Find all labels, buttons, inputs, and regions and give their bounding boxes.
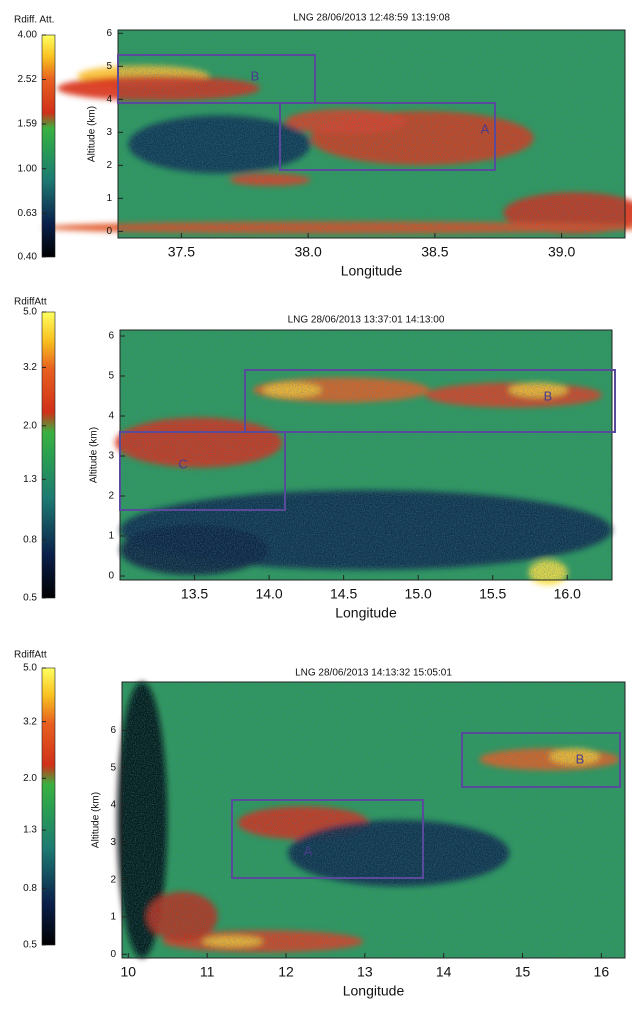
panel: B A LNG 28/06/2013 12:48:59 13:19:08 Longit… — [14, 13, 632, 279]
y-tick-label: 4 — [106, 94, 112, 105]
x-tick-label: 16 — [594, 964, 610, 980]
x-tick-label: 14 — [436, 964, 452, 980]
y-tick-label: 1 — [106, 193, 112, 204]
x-tick-label: 38.5 — [421, 244, 448, 260]
x-tick-label: 39.0 — [548, 244, 575, 260]
colorbar — [41, 667, 56, 946]
x-tick-label: 10 — [121, 964, 137, 980]
y-tick-label: 5 — [106, 61, 112, 72]
panel-title: LNG 28/06/2013 14:13:32 15:05:01 — [295, 668, 452, 679]
colorbar-label: RdiffAtt — [14, 650, 47, 661]
region-label: A — [304, 843, 313, 858]
region-label: B — [544, 388, 553, 403]
y-tick-label: 4 — [110, 800, 116, 811]
y-axis-label: Altitude (km) — [87, 106, 98, 162]
region-box — [279, 102, 496, 171]
y-tick-label: 1 — [110, 912, 116, 923]
y-tick-label: 5 — [108, 371, 114, 382]
x-axis-label: Longitude — [341, 263, 403, 279]
y-tick-label: 2 — [108, 491, 114, 502]
colorbar-tick-label: 0.5 — [23, 940, 37, 951]
heatmap-noise — [120, 330, 612, 580]
x-tick-label: 13 — [357, 964, 373, 980]
colorbar-tick-label: 0.63 — [18, 208, 38, 219]
x-axis-label: Longitude — [335, 605, 397, 621]
x-tick-label: 37.5 — [168, 244, 195, 260]
x-tick-label: 15.0 — [405, 586, 432, 602]
panel: A B LNG 28/06/2013 14:13:32 15:05:01 Longit… — [14, 650, 626, 999]
colorbar-tick-label: 3.2 — [23, 716, 37, 727]
colorbar-tick-label: 1.59 — [18, 119, 38, 130]
colorbar — [41, 311, 56, 599]
colorbar-tick-label: 5.0 — [23, 307, 37, 318]
y-tick-label: 6 — [106, 28, 112, 39]
plot-frame — [117, 29, 626, 239]
colorbar-tick-label: 2.52 — [18, 74, 38, 85]
region-label: B — [576, 751, 585, 766]
colorbar — [41, 34, 56, 258]
x-tick-label: 12 — [278, 964, 294, 980]
x-tick-label: 16.0 — [554, 586, 581, 602]
y-tick-label: 0 — [110, 949, 116, 960]
colorbar-tick-label: 0.8 — [23, 534, 37, 545]
y-tick-label: 2 — [106, 160, 112, 171]
colorbar-tick-label: 5.0 — [23, 663, 37, 674]
y-axis-label: Altitude (km) — [91, 792, 102, 848]
x-axis-label: Longitude — [343, 983, 405, 999]
region-box — [461, 732, 621, 788]
colorbar-tick-label: 1.3 — [23, 825, 37, 836]
colorbar-label: RdiffAtt — [14, 297, 47, 308]
colorbar-label: Rdiff. Att. — [14, 15, 54, 26]
y-tick-label: 6 — [108, 331, 114, 342]
region-box — [119, 431, 286, 511]
panel: B C LNG 28/06/2013 13:37:01 14:13:00 Longit… — [14, 297, 616, 621]
y-tick-label: 0 — [106, 226, 112, 237]
region-box — [117, 54, 316, 104]
panel-title: LNG 28/06/2013 12:48:59 13:19:08 — [293, 13, 450, 24]
heatmap-noise — [122, 682, 625, 958]
panel-title: LNG 28/06/2013 13:37:01 14:13:00 — [288, 315, 445, 326]
y-tick-label: 0 — [108, 571, 114, 582]
plot-frame — [121, 681, 626, 959]
y-tick-label: 3 — [106, 127, 112, 138]
y-axis-label: Altitude (km) — [89, 427, 100, 483]
y-tick-label: 1 — [108, 531, 114, 542]
region-label: B — [251, 68, 260, 83]
x-tick-label: 15 — [515, 964, 531, 980]
region-label: C — [178, 456, 187, 471]
region-box — [231, 799, 424, 879]
colorbar-tick-label: 0.8 — [23, 883, 37, 894]
colorbar-tick-label: 1.00 — [18, 163, 38, 174]
x-tick-label: 14.5 — [330, 586, 357, 602]
colorbar-tick-label: 2.0 — [23, 773, 37, 784]
x-tick-label: 14.0 — [255, 586, 282, 602]
heatmap-noise — [118, 30, 625, 238]
colorbar-tick-label: 0.40 — [18, 252, 38, 263]
y-tick-label: 5 — [110, 762, 116, 773]
y-tick-label: 6 — [110, 725, 116, 736]
y-tick-label: 3 — [108, 451, 114, 462]
y-tick-label: 3 — [110, 837, 116, 848]
region-label: A — [481, 121, 490, 136]
x-tick-label: 11 — [200, 964, 215, 980]
y-tick-label: 4 — [108, 411, 114, 422]
colorbar-tick-label: 0.5 — [23, 593, 37, 604]
x-tick-label: 15.5 — [479, 586, 506, 602]
region-box — [244, 369, 616, 433]
y-tick-label: 2 — [110, 874, 116, 885]
colorbar-tick-label: 3.2 — [23, 362, 37, 373]
colorbar-tick-label: 4.00 — [18, 30, 38, 41]
x-tick-label: 38.0 — [295, 244, 322, 260]
x-tick-label: 13.5 — [181, 586, 208, 602]
colorbar-tick-label: 2.0 — [23, 420, 37, 431]
colorbar-tick-label: 1.3 — [23, 474, 37, 485]
